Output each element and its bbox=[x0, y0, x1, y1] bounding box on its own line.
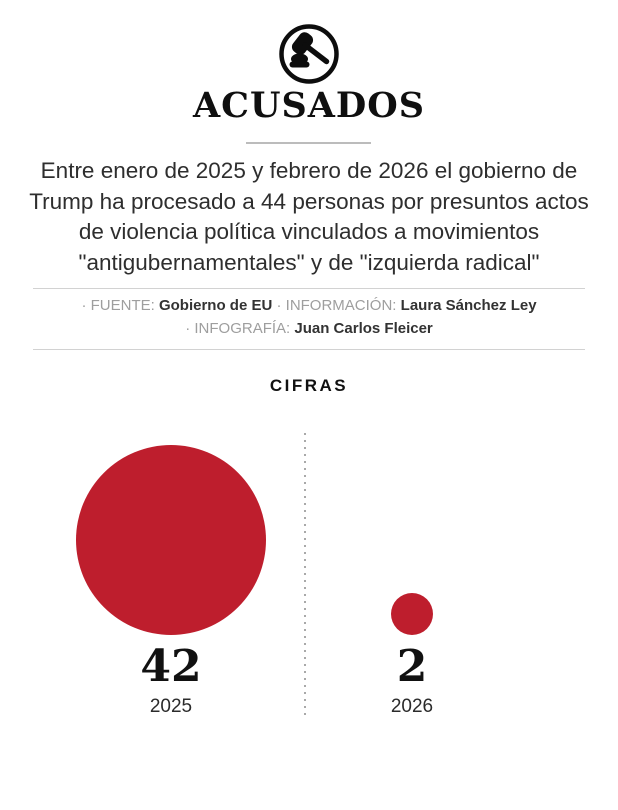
bubble-2026 bbox=[391, 593, 433, 635]
page-title: ACUSADOS bbox=[192, 85, 426, 126]
chart-dotted-divider bbox=[304, 433, 306, 717]
title-divider bbox=[246, 142, 371, 144]
credits-block: · FUENTE: Gobierno de EU · INFORMACIÓN: … bbox=[33, 288, 585, 350]
section-title-cifras: CIFRAS bbox=[269, 376, 349, 395]
value-label-2025: 42 bbox=[140, 641, 202, 692]
gavel-icon-svg bbox=[279, 24, 339, 84]
bubble-2025 bbox=[76, 445, 266, 635]
gavel-icon bbox=[278, 23, 340, 85]
credits-line-1: · FUENTE: Gobierno de EU · INFORMACIÓN: … bbox=[33, 294, 585, 317]
source-value: Gobierno de EU bbox=[158, 297, 273, 314]
intro-text: Entre enero de 2025 y febrero de 2026 el… bbox=[29, 158, 589, 275]
infographic-author-value: Juan Carlos Fleicer bbox=[294, 320, 433, 337]
information-label: · INFORMACIÓN: bbox=[276, 297, 397, 314]
credits-line-2: · INFOGRAFÍA: Juan Carlos Fleicer bbox=[33, 317, 585, 340]
source-label: · FUENTE: bbox=[81, 297, 155, 314]
information-value: Laura Sánchez Ley bbox=[400, 297, 537, 314]
category-label-2026: 2026 bbox=[390, 696, 434, 717]
category-label-2025: 2025 bbox=[149, 696, 193, 717]
infographic-author-label: · INFOGRAFÍA: bbox=[185, 320, 291, 337]
value-label-2026: 2 bbox=[396, 641, 428, 692]
